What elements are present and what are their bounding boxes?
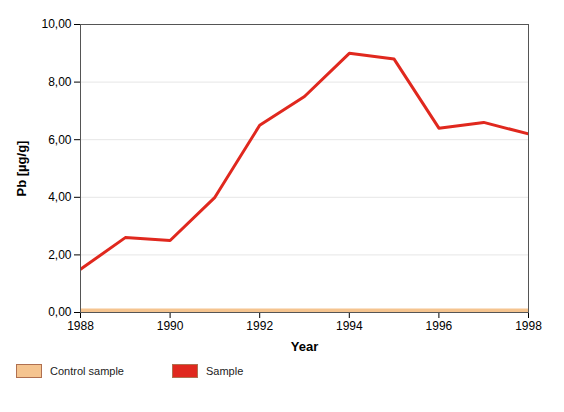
html-text:Sample: Sample [206,365,244,377]
svg-text:Year: Year [291,339,318,354]
svg-text:6,00: 6,00 [48,133,72,147]
svg-text:2,00: 2,00 [48,248,72,262]
svg-text:4,00: 4,00 [48,190,72,204]
svg-text:1994: 1994 [336,319,363,333]
svg-text:10,00: 10,00 [41,17,71,31]
svg-text:1998: 1998 [515,319,542,333]
svg-text:1996: 1996 [426,319,453,333]
svg-text:1990: 1990 [157,319,184,333]
svg-text:1988: 1988 [67,319,94,333]
html-text:Control sample: Control sample [50,365,124,377]
svg-text:0,00: 0,00 [48,305,72,319]
svg-text:8,00: 8,00 [48,75,72,89]
svg-text:Pb [µg/g]: Pb [µg/g] [14,141,29,197]
svg-text:1992: 1992 [246,319,273,333]
